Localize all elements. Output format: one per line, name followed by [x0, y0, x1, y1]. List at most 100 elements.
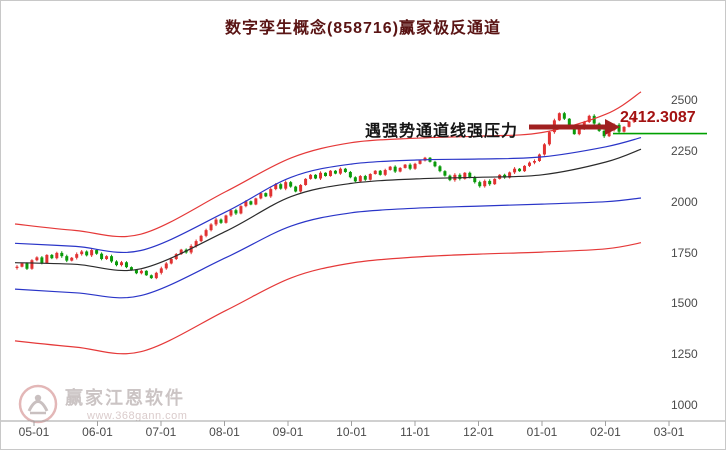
candle-body	[363, 176, 367, 180]
candle-body	[393, 166, 397, 172]
candle-body	[627, 121, 631, 127]
candle-body	[602, 130, 606, 137]
candle-body	[473, 177, 477, 183]
candle-body	[353, 177, 357, 182]
channel-line-lower-rail-blue	[14, 197, 642, 299]
x-axis-tick-label: 02-01	[590, 425, 621, 439]
current-price-label: 2412.3087	[620, 109, 696, 126]
candle-body	[488, 180, 492, 185]
candle-body	[617, 124, 621, 132]
candle-body	[20, 263, 24, 267]
candle-body	[483, 180, 487, 187]
candle-body	[259, 193, 263, 199]
x-axis-tick-label: 06-01	[82, 425, 113, 439]
y-axis-tick-label: 1750	[671, 245, 698, 260]
candle-body	[219, 219, 223, 223]
candle-body	[607, 130, 611, 137]
candle-body	[383, 169, 387, 175]
candle-body	[154, 272, 158, 279]
candle-body	[244, 201, 248, 207]
chart-title: 数字孪生概念(858716)赢家极反通道	[224, 20, 502, 37]
candle-body	[338, 168, 342, 174]
candle-body	[523, 165, 527, 172]
candle-body	[632, 117, 636, 122]
candle-body	[528, 162, 532, 166]
y-axis-tick-label: 2250	[671, 143, 698, 158]
candle-body	[348, 171, 352, 178]
candle-body	[119, 262, 123, 266]
candle-body	[105, 256, 109, 260]
candle-body	[174, 254, 178, 260]
channel-lines-group	[14, 91, 642, 355]
candle-body	[314, 174, 318, 179]
candle-body	[124, 262, 128, 268]
candle-body	[65, 256, 69, 261]
candle-body	[149, 275, 153, 279]
candle-body	[557, 113, 561, 121]
candle-body	[95, 250, 99, 254]
candle-body	[55, 252, 59, 259]
candle-body	[463, 172, 467, 179]
candle-body	[587, 115, 591, 122]
candle-body	[254, 198, 258, 205]
y-axis-tick-label: 1000	[671, 398, 698, 412]
candle-body	[70, 257, 74, 261]
candle-body	[443, 171, 447, 176]
candle-body	[50, 254, 54, 259]
candle-body	[388, 166, 392, 170]
candle-body	[572, 126, 576, 135]
candle-body	[100, 253, 104, 260]
candle-body	[264, 193, 268, 197]
candle-body	[194, 241, 198, 246]
candle-body	[40, 257, 44, 264]
y-axis-tick-label: 2000	[671, 194, 698, 209]
candle-body	[562, 113, 566, 119]
candle-body	[413, 163, 417, 169]
candle-body	[279, 184, 283, 189]
candle-body	[224, 215, 228, 223]
candle-body	[547, 132, 551, 145]
candle-body	[438, 166, 442, 172]
channel-line-upper-rail-red	[14, 91, 642, 238]
x-axis-tick-label: 01-01	[526, 425, 558, 439]
candle-body	[373, 170, 377, 175]
candle-body	[358, 176, 362, 182]
candle-body	[179, 249, 183, 255]
annotation-arrow-head	[605, 119, 620, 135]
candle-body	[294, 186, 298, 192]
candle-body	[30, 260, 34, 269]
candle-body	[418, 160, 422, 164]
candle-body	[508, 172, 512, 178]
candle-body	[493, 178, 497, 185]
candle-body	[592, 115, 596, 124]
watermark-url: www.368gann.com	[87, 410, 188, 422]
candle-body	[537, 154, 541, 161]
candle-body	[458, 174, 462, 179]
x-axis-tick-label: 09-01	[272, 425, 304, 439]
candle-body	[324, 172, 327, 177]
annotation-text: 遇强势通道线强压力	[365, 123, 519, 140]
candle-body	[299, 184, 303, 192]
candle-body	[478, 182, 482, 187]
x-axis-tick-label: 05-01	[18, 425, 50, 439]
candle-body	[80, 251, 84, 255]
candle-body	[110, 256, 114, 262]
candle-body	[567, 118, 571, 127]
candle-body	[274, 184, 278, 190]
candle-body	[90, 250, 94, 256]
candle-body	[204, 230, 208, 236]
candle-body	[239, 206, 243, 214]
annotation-arrow-shaft	[529, 124, 606, 130]
x-axis-tick-label: 03-01	[653, 425, 685, 439]
winner-gann-logo-icon	[18, 384, 58, 424]
candle-body	[134, 269, 138, 274]
channel-line-life-line-black	[14, 148, 642, 272]
candle-body	[403, 164, 407, 168]
candle-body	[214, 219, 218, 225]
candle-body	[433, 161, 437, 167]
candle-body	[199, 235, 203, 242]
candle-body	[284, 182, 288, 189]
candle-body	[398, 167, 402, 172]
candle-body	[343, 168, 347, 172]
